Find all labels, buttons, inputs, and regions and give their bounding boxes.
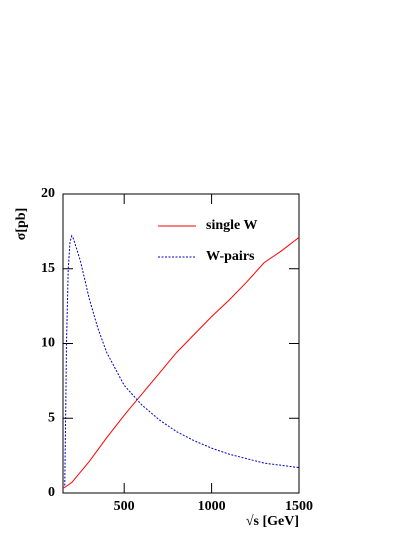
series-line <box>62 236 300 489</box>
legend-label: W-pairs <box>206 249 255 264</box>
y-tick-label: 15 <box>41 261 55 276</box>
series-line <box>64 234 300 486</box>
x-axis-label: √s [GeV] <box>246 514 299 529</box>
y-axis-label: σ[pb] <box>14 208 29 241</box>
y-tick-label: 5 <box>48 410 55 425</box>
x-tick-label: 1500 <box>285 499 313 514</box>
x-tick-label: 500 <box>114 499 135 514</box>
y-tick-label: 20 <box>41 186 55 201</box>
y-tick-label: 0 <box>48 485 55 500</box>
plot-frame <box>62 193 300 494</box>
legend-label: single W <box>206 218 257 233</box>
y-tick-label: 10 <box>41 336 55 351</box>
x-tick-label: 1000 <box>198 499 226 514</box>
